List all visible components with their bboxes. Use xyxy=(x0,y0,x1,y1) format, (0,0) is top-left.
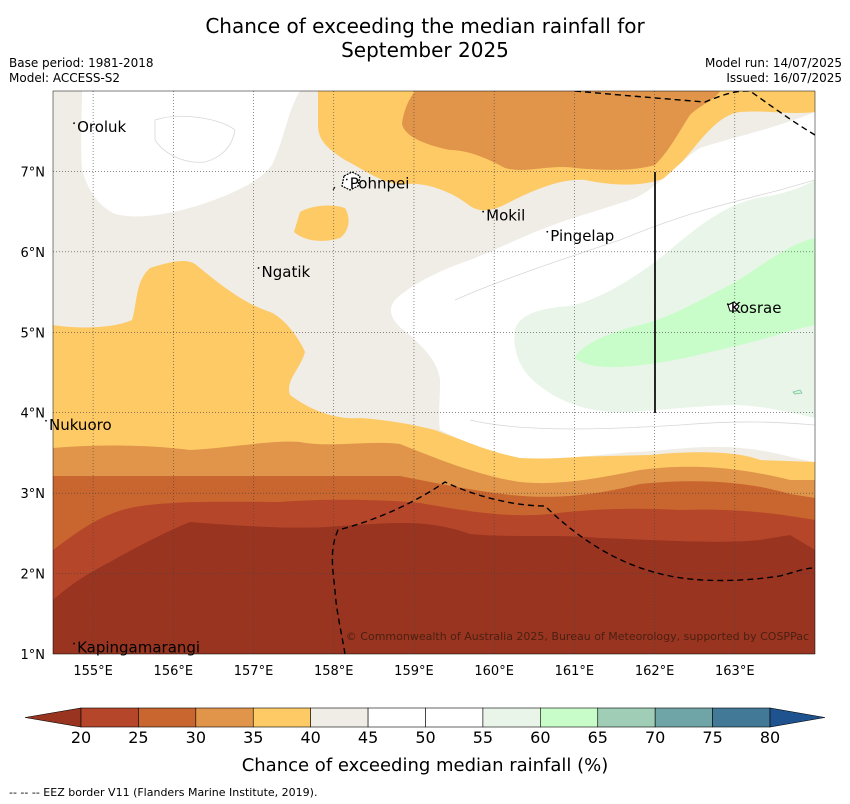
colorbar-segment xyxy=(252,707,311,728)
colorbar-title: Chance of exceeding median rainfall (%) xyxy=(241,755,609,776)
contour-speck-60-65 xyxy=(792,389,803,395)
place-marker xyxy=(45,419,47,422)
issued-date-text: Issued: 16/07/2025 xyxy=(726,71,842,85)
colorbar-tick-label: 60 xyxy=(530,728,551,747)
colorbar-tick-label: 80 xyxy=(759,728,781,747)
longitude-tick-label: 156°E xyxy=(154,664,194,679)
colorbar-tick-label: 45 xyxy=(357,728,379,747)
kosrae-island-outline xyxy=(727,301,740,312)
latitude-tick-label: 3°N xyxy=(21,487,46,502)
colorbar xyxy=(24,707,826,728)
contour-line-central xyxy=(454,179,815,301)
latitude-tick-label: 4°N xyxy=(21,407,46,422)
eez-border-layer xyxy=(331,91,815,654)
colorbar-segment xyxy=(597,707,656,728)
pohnpei-atoll-mark xyxy=(332,186,336,191)
eez-footnote: -- -- -- EEZ border V11 (Flanders Marine… xyxy=(9,786,318,799)
colorbar-tick-label: 70 xyxy=(644,728,666,747)
contour-band-under-20 xyxy=(53,522,815,654)
place-label: Mokil xyxy=(486,207,525,225)
longitude-tick-label: 162°E xyxy=(635,664,675,679)
place-marker xyxy=(73,642,75,645)
contour-band-60-65 xyxy=(575,238,815,368)
pohnpei-island-outline xyxy=(341,171,361,191)
latitude-tick-labels: 1°N 2°N 3°N 4°N 5°N 6°N 7°N xyxy=(21,165,46,663)
eez-border-south xyxy=(331,481,815,654)
map-title-line-2: September 2025 xyxy=(341,38,509,62)
longitude-tick-label: 163°E xyxy=(715,664,755,679)
colorbar-tick-label: 40 xyxy=(300,728,321,747)
colorbar-tick-label: 50 xyxy=(415,728,436,747)
place-label: Kosrae xyxy=(731,299,782,317)
colorbar-segment xyxy=(195,707,254,728)
contour-band-45-55-northwest xyxy=(81,91,300,217)
place-marker xyxy=(345,178,348,181)
model-run-text: Model run: 14/07/2025 xyxy=(704,56,842,70)
colorbar-under-arrow xyxy=(24,707,82,728)
base-period-text: Base period: 1981-2018 xyxy=(9,56,154,70)
colorbar-tick-label: 20 xyxy=(70,728,92,747)
place-marker xyxy=(726,303,729,306)
colorbar-segment xyxy=(712,707,771,728)
colorbar-segment xyxy=(654,707,713,728)
contour-line-central-2 xyxy=(469,419,815,430)
longitude-tick-label: 158°E xyxy=(314,664,354,679)
colorbar-tick-label: 65 xyxy=(587,728,608,747)
place-marker xyxy=(546,230,549,233)
contour-blob-35-40 xyxy=(294,205,349,241)
eez-border-north xyxy=(574,91,815,136)
colorbar-tick-label: 30 xyxy=(185,728,206,747)
map-title-line-1: Chance of exceeding the median rainfall … xyxy=(205,14,645,38)
longitude-tick-label: 159°E xyxy=(394,664,434,679)
colorbar-tick-label: 35 xyxy=(243,728,264,747)
latitude-tick-label: 1°N xyxy=(21,648,46,663)
map-frame xyxy=(52,90,816,655)
latitude-tick-label: 7°N xyxy=(21,165,46,180)
colorbar-segment xyxy=(425,707,484,728)
latitude-tick-label: 2°N xyxy=(21,568,46,583)
model-name-text: Model: ACCESS-S2 xyxy=(9,71,121,85)
colorbar-tick-label: 25 xyxy=(128,728,149,747)
contour-band-30-35-north xyxy=(402,91,720,170)
copyright-text: © Commonwealth of Australia 2025, Bureau… xyxy=(346,630,809,643)
place-marker xyxy=(482,210,485,213)
longitude-tick-label: 160°E xyxy=(474,664,514,679)
probability-contour-layer xyxy=(53,91,815,654)
longitude-tick-label: 161°E xyxy=(555,664,595,679)
longitude-tick-labels: 155°E 156°E 157°E 158°E 159°E 160°E 161°E 162°E… xyxy=(73,664,754,679)
colorbar-tick-label: 55 xyxy=(472,728,494,747)
colorbar-segment xyxy=(310,707,369,728)
place-label: Pohnpei xyxy=(350,174,410,192)
colorbar-segment xyxy=(367,707,426,728)
latitude-tick-label: 6°N xyxy=(21,246,46,261)
longitude-tick-label: 155°E xyxy=(73,664,113,679)
colorbar-tick-label: 75 xyxy=(702,728,723,747)
colorbar-over-arrow xyxy=(769,707,826,728)
colorbar-segment xyxy=(80,707,139,728)
contour-line-northwest xyxy=(154,115,236,163)
colorbar-segment xyxy=(482,707,541,728)
place-label: Pingelap xyxy=(550,227,614,245)
latitude-tick-label: 5°N xyxy=(21,326,46,341)
place-label: Nukuoro xyxy=(49,416,112,434)
place-marker xyxy=(257,267,260,269)
colorbar-segment xyxy=(138,707,197,728)
place-label: Kapingamarangi xyxy=(77,639,200,657)
place-label: Oroluk xyxy=(77,118,126,136)
place-label: Ngatik xyxy=(262,263,311,281)
place-marker xyxy=(73,122,75,125)
colorbar-segment xyxy=(540,707,599,728)
place-labels: Oroluk Pohnpei Mokil Pingelap Ngatik Kosrae Nu… xyxy=(45,118,782,657)
longitude-tick-label: 157°E xyxy=(234,664,274,679)
